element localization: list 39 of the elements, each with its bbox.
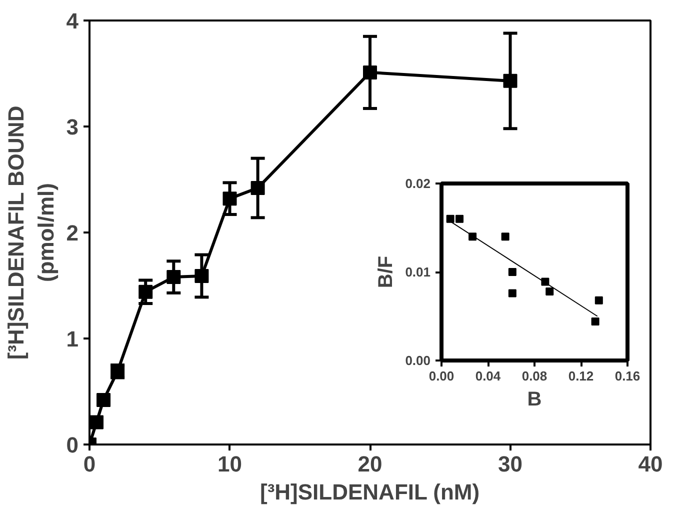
point: [166, 270, 181, 284]
x-tick-label: 0.00: [428, 368, 454, 384]
x-tick-label: 0.04: [475, 368, 502, 384]
x-tick-label: 0: [83, 452, 96, 476]
x-tick-label: 0.08: [522, 368, 548, 384]
point: [591, 318, 600, 326]
y-tick-label: 3: [66, 114, 79, 140]
point: [508, 268, 516, 276]
point: [194, 268, 209, 283]
point: [250, 180, 265, 195]
x-tick-label: 30: [498, 452, 522, 476]
y-tick-label: 0.01: [405, 264, 431, 280]
y-tick-label: 4: [66, 8, 80, 34]
x-tick-label: 0.16: [614, 368, 640, 384]
x-tick-label: 20: [358, 452, 382, 476]
x-tick-label: 0.12: [568, 368, 594, 384]
point: [222, 192, 237, 206]
point: [501, 232, 510, 241]
point: [446, 214, 454, 223]
y-tick-label: 0.00: [405, 353, 431, 368]
point: [96, 392, 111, 407]
point: [456, 214, 464, 223]
y-tick-label: 0.02: [405, 176, 431, 191]
point: [508, 289, 516, 298]
y-axis-title: B/F: [375, 256, 398, 288]
point: [503, 74, 518, 88]
point: [546, 287, 554, 296]
y-tick-label: 0: [66, 432, 79, 458]
point: [90, 415, 104, 430]
y-tick-label: 2: [66, 220, 79, 246]
point: [138, 284, 153, 299]
y-axis-title: [³H]SILDENAFIL BOUND (pmol/ml): [3, 106, 58, 360]
x-tick-label: 40: [638, 452, 663, 476]
point: [594, 296, 603, 304]
x-axis-title: B: [527, 388, 542, 410]
x-tick-label: 10: [218, 452, 242, 476]
y-tick-label: 1: [66, 326, 79, 352]
point: [363, 65, 377, 80]
x-axis-title: [³H]SILDENAFIL (nM): [260, 480, 480, 504]
